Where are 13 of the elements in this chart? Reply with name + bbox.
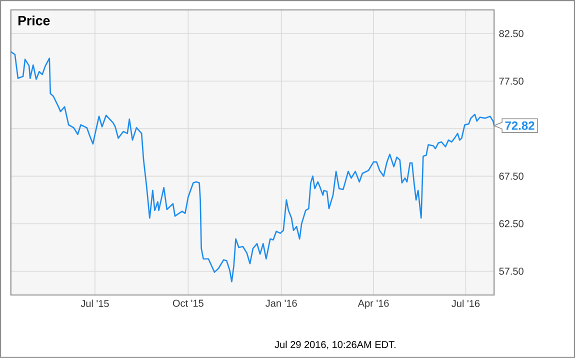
y-tick-label: 62.50	[499, 220, 524, 228]
x-tick-label: Jul '15	[80, 300, 109, 308]
x-tick-label: Oct '15	[172, 300, 204, 307]
y-tick-label: 77.50	[499, 78, 524, 85]
x-tick-label: Apr '16	[358, 300, 389, 309]
chart-title: Price	[18, 16, 50, 26]
y-tick-label: 67.50	[499, 172, 524, 180]
y-tick-label: 82.50	[499, 30, 524, 38]
x-tick-label: Jan '16	[266, 300, 297, 307]
y-tick-label: 57.50	[499, 268, 524, 275]
annotation: 72.82	[505, 121, 534, 130]
text: Jul 29 2016, 10:26AM EDT.	[274, 340, 396, 350]
x-tick-label: Jul '16	[452, 300, 480, 308]
